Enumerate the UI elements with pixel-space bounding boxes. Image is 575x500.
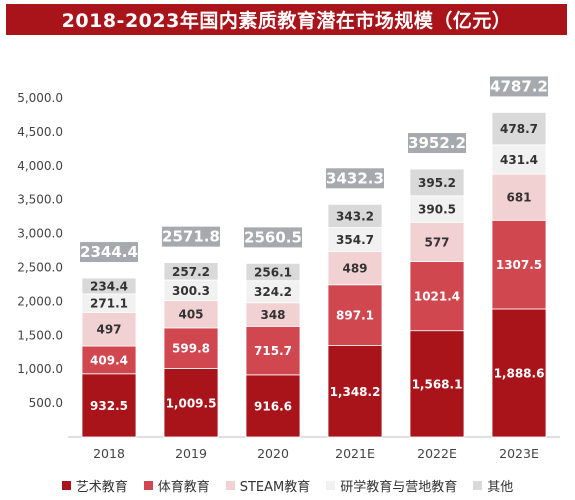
chart-title-bar: 2018-2023年国内素质教育潜在市场规模（亿元） bbox=[6, 4, 567, 35]
data-label: 681 bbox=[506, 191, 531, 205]
total-box bbox=[244, 227, 302, 248]
data-label: 497 bbox=[96, 323, 121, 337]
y-tick-label: 4,000.0 bbox=[17, 159, 63, 173]
legend-item: 艺术教育 bbox=[61, 476, 128, 495]
bar-segment bbox=[81, 373, 137, 438]
data-label: 354.7 bbox=[336, 233, 374, 247]
y-tick-label: 1,000.0 bbox=[17, 362, 63, 376]
legend-swatch bbox=[473, 480, 483, 490]
bar-segment bbox=[491, 173, 547, 221]
total-label: 2571.8 bbox=[162, 228, 220, 246]
data-label: 431.4 bbox=[500, 153, 538, 167]
legend-label: 其他 bbox=[487, 479, 514, 495]
legend-swatch bbox=[61, 480, 71, 490]
data-label: 916.6 bbox=[254, 399, 292, 413]
x-tick-label: 2021E bbox=[335, 446, 375, 461]
bar-segment bbox=[409, 195, 465, 223]
bar-segment bbox=[163, 368, 219, 438]
y-tick-label: 3,000.0 bbox=[17, 227, 63, 241]
bar-segment bbox=[409, 168, 465, 197]
total-label: 3432.3 bbox=[326, 169, 384, 187]
total-box bbox=[408, 133, 466, 154]
data-label: 257.2 bbox=[172, 265, 210, 279]
data-label: 932.5 bbox=[90, 399, 128, 413]
chart-legend: 艺术教育 体育教育 STEAM教育 研学教育与营地教育 其他 bbox=[0, 474, 575, 496]
legend-label: STEAM教育 bbox=[239, 479, 311, 495]
legend-item: STEAM教育 bbox=[225, 476, 311, 495]
bar-segment bbox=[409, 221, 465, 262]
bar-segment bbox=[81, 277, 137, 295]
x-tick-label: 2018 bbox=[93, 446, 125, 461]
y-tick-label: 500.0 bbox=[29, 396, 63, 410]
total-label: 2344.4 bbox=[80, 243, 138, 261]
data-label: 234.4 bbox=[90, 279, 128, 293]
legend-item: 其他 bbox=[473, 476, 513, 495]
y-tick-label: 2,000.0 bbox=[17, 294, 63, 308]
y-tick-label: 3,500.0 bbox=[17, 193, 63, 207]
x-tick-label: 2022E bbox=[417, 446, 457, 461]
data-label: 256.1 bbox=[254, 266, 292, 280]
x-tick-label: 2023E bbox=[499, 446, 539, 461]
legend-label: 研学教育与营地教育 bbox=[340, 479, 458, 495]
data-label: 715.7 bbox=[254, 344, 292, 358]
bar-segment bbox=[81, 311, 137, 347]
y-tick-label: 2,500.0 bbox=[17, 261, 63, 275]
bar-segment bbox=[327, 251, 383, 286]
legend-swatch bbox=[225, 480, 235, 490]
bar-segment bbox=[491, 112, 547, 146]
x-tick-label: 2020 bbox=[257, 446, 289, 461]
data-label: 1021.4 bbox=[414, 290, 460, 304]
x-tick-label: 2019 bbox=[175, 446, 207, 461]
total-label: 3952.2 bbox=[408, 134, 466, 152]
data-label: 343.2 bbox=[336, 209, 374, 223]
total-box bbox=[490, 76, 548, 97]
data-label: 409.4 bbox=[90, 353, 128, 367]
bar-segment bbox=[327, 203, 383, 228]
data-label: 1,348.2 bbox=[330, 385, 381, 399]
y-tick-label: 1,500.0 bbox=[17, 328, 63, 342]
legend-item: 体育教育 bbox=[143, 476, 210, 495]
bar-segment bbox=[409, 261, 465, 332]
stacked-bar-chart: 500.0 1,000.0 1,500.0 2,000.0 2,500.0 3,000.0… bbox=[17, 76, 560, 461]
total-box bbox=[162, 226, 220, 247]
data-label: 1,888.6 bbox=[494, 366, 545, 380]
data-label: 478.7 bbox=[500, 122, 538, 136]
bar-segment bbox=[163, 262, 219, 281]
total-label: 2560.5 bbox=[244, 228, 302, 246]
data-label: 599.8 bbox=[172, 342, 210, 356]
y-tick-label: 4,500.0 bbox=[17, 125, 63, 139]
data-label: 1,568.1 bbox=[412, 377, 463, 391]
bar-segment bbox=[245, 374, 301, 438]
bar-segment bbox=[245, 325, 301, 376]
legend-item: 研学教育与营地教育 bbox=[326, 476, 457, 495]
chart-title: 2018-2023年国内素质教育潜在市场规模（亿元） bbox=[61, 10, 512, 32]
y-tick-label: 5,000.0 bbox=[17, 91, 63, 105]
total-box bbox=[80, 242, 138, 263]
data-label: 577 bbox=[424, 235, 449, 249]
data-label: 271.1 bbox=[90, 297, 128, 311]
bar-segment bbox=[491, 308, 547, 438]
data-label: 395.2 bbox=[418, 176, 456, 190]
data-label: 897.1 bbox=[336, 309, 374, 323]
total-label: 4787.2 bbox=[490, 77, 548, 95]
total-box bbox=[326, 168, 384, 189]
data-label: 348 bbox=[260, 308, 285, 322]
legend-label: 体育教育 bbox=[157, 479, 210, 495]
data-label: 1,009.5 bbox=[166, 396, 217, 410]
data-label: 390.5 bbox=[418, 203, 456, 217]
bar-segment bbox=[491, 144, 547, 175]
data-label: 489 bbox=[342, 262, 367, 276]
legend-label: 艺术教育 bbox=[75, 479, 128, 495]
data-label: 324.2 bbox=[254, 285, 292, 299]
legend-swatch bbox=[326, 480, 336, 490]
bar-segment bbox=[163, 327, 219, 369]
bar-segment bbox=[245, 262, 301, 282]
data-label: 1307.5 bbox=[496, 258, 542, 272]
bar-segment bbox=[409, 330, 465, 438]
legend-swatch bbox=[143, 480, 153, 490]
data-label: 405 bbox=[178, 308, 203, 322]
data-label: 300.3 bbox=[172, 284, 210, 298]
bar-segment bbox=[327, 227, 383, 253]
bar-segment bbox=[491, 219, 547, 310]
